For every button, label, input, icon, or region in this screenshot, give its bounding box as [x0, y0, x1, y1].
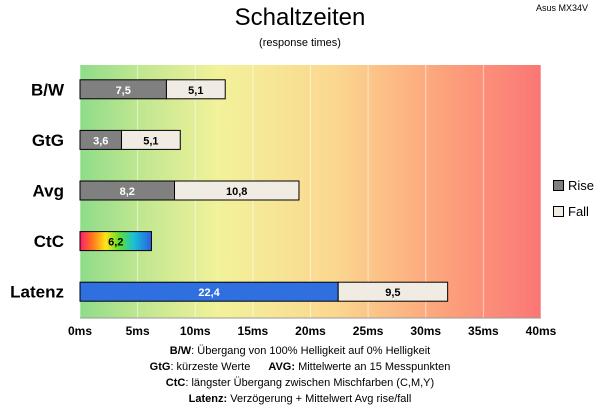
x-tick-label: 15ms — [238, 324, 269, 338]
bar-rise-label: 8,2 — [120, 186, 135, 198]
note-latenz-key: Latenz: — [188, 393, 228, 405]
x-tick-label: 0ms — [68, 324, 92, 338]
note-gtg-key: GtG — [149, 361, 171, 373]
x-tick-label: 10ms — [180, 324, 211, 338]
chart-subtitle: (response times) — [259, 37, 341, 49]
bar-fall — [120, 129, 181, 150]
x-tick-label: 5ms — [126, 324, 150, 338]
note-bw: B/W: Übergang von 100% Helligkeit auf 0%… — [0, 343, 600, 359]
response-time-chart: 7,5 5,1 3,6 5,1 8,2 10,8 6,2 22,4 9,5 B/W GtG Avg C… — [10, 65, 557, 338]
legend-swatch-rise — [553, 180, 564, 191]
bar-rise-label: 22,4 — [198, 287, 220, 299]
note-ctc: CtC: längster Übergang zwischen Mischfar… — [0, 375, 600, 391]
category-label: GtG — [32, 131, 64, 150]
note-ctc-text: : längster Übergang zwischen Mischfarben… — [185, 377, 435, 389]
bar-fall — [337, 281, 449, 302]
bar-fall-label: 5,1 — [188, 85, 203, 97]
note-avg-key: AVG: — [268, 361, 296, 373]
note-ctc-key: CtC — [165, 377, 186, 389]
chart-title: Schaltzeiten — [234, 4, 366, 31]
bar-rise — [79, 231, 152, 252]
x-tick-label: 25ms — [353, 324, 384, 338]
x-tick-label: 40ms — [526, 324, 557, 338]
legend-notes: B/W: Übergang von 100% Helligkeit auf 0%… — [0, 343, 600, 407]
bar-fall — [174, 180, 300, 201]
bar-rise-label: 6,2 — [108, 237, 123, 249]
category-label: Latenz — [10, 283, 64, 302]
note-avg-text: Mittelwerte an 15 Messpunkten — [295, 361, 451, 373]
bar-fall-label: 10,8 — [226, 186, 247, 198]
bar-fall — [165, 79, 226, 100]
bar-fall-label: 5,1 — [143, 135, 158, 147]
legend-swatch-fall — [553, 206, 564, 217]
note-latenz-text: Verzögerung + Mittelwert Avg rise/fall — [227, 393, 412, 405]
legend-item-fall: Fall — [553, 204, 589, 219]
x-tick-label: 30ms — [410, 324, 441, 338]
monitor-model: Asus MX34V — [535, 3, 588, 13]
category-label: CtC — [34, 232, 64, 251]
bar-rise-label: 7,5 — [116, 85, 131, 97]
note-bw-key: B/W — [169, 345, 192, 357]
x-tick-label: 20ms — [295, 324, 326, 338]
bar-rise-label: 3,6 — [93, 135, 108, 147]
category-label: B/W — [31, 80, 65, 99]
legend-label-fall: Fall — [568, 204, 589, 219]
note-gtg-avg: GtG: kürzeste Werte AVG: Mittelwerte an 1… — [0, 359, 600, 375]
category-label: Avg — [33, 182, 65, 201]
bar-fall-label: 9,5 — [385, 287, 400, 299]
x-tick-label: 35ms — [468, 324, 499, 338]
legend-label-rise: Rise — [568, 178, 595, 193]
note-gtg-text: : kürzeste Werte — [170, 361, 251, 373]
note-bw-text: : Übergang von 100% Helligkeit auf 0% He… — [191, 345, 431, 357]
legend-item-rise: Rise — [553, 178, 594, 193]
note-latenz: Latenz: Verzögerung + Mittelwert Avg ris… — [0, 391, 600, 407]
